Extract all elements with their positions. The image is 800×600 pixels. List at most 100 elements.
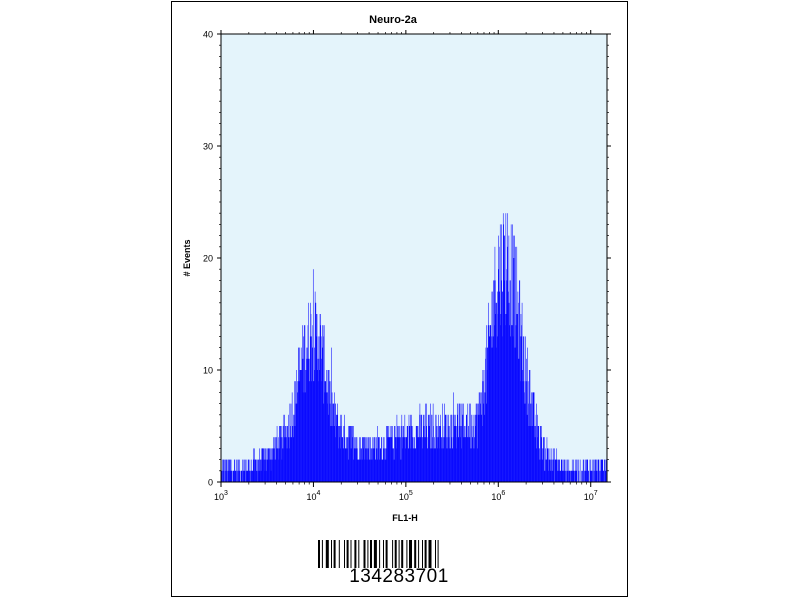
histogram-bar bbox=[351, 426, 352, 482]
histogram-bar bbox=[512, 325, 513, 482]
histogram-bar bbox=[301, 370, 302, 482]
histogram-bar bbox=[240, 470, 242, 482]
histogram-bar bbox=[342, 448, 344, 482]
histogram-bar bbox=[324, 381, 325, 482]
histogram-bar bbox=[253, 470, 255, 482]
histogram-bar bbox=[523, 381, 524, 482]
histogram-bar bbox=[306, 347, 308, 482]
histogram-bar bbox=[349, 426, 351, 482]
histogram-bar bbox=[354, 437, 355, 482]
histogram-bar bbox=[249, 459, 251, 482]
histogram-bar bbox=[473, 426, 474, 482]
histogram-bar bbox=[386, 448, 388, 482]
histogram-bar bbox=[533, 392, 535, 482]
histogram-bar bbox=[332, 403, 334, 482]
histogram-bar bbox=[568, 459, 570, 482]
histogram-bar bbox=[295, 381, 296, 482]
histogram-bar bbox=[337, 403, 338, 482]
histogram-bar bbox=[519, 280, 520, 482]
histogram-bar bbox=[265, 448, 267, 482]
histogram-bar bbox=[517, 314, 518, 482]
histogram-bar bbox=[259, 470, 260, 482]
histogram-bar bbox=[286, 426, 288, 482]
histogram-bar bbox=[422, 437, 424, 482]
histogram-bar bbox=[230, 459, 231, 482]
histogram-bar bbox=[438, 426, 440, 482]
histogram-bar bbox=[308, 358, 309, 482]
histogram-bar bbox=[322, 325, 323, 482]
histogram-bar bbox=[529, 426, 530, 482]
x-tick-label: 106 bbox=[491, 490, 505, 502]
histogram-bar bbox=[292, 426, 293, 482]
histogram-bar bbox=[283, 448, 284, 482]
histogram-bar bbox=[395, 437, 397, 482]
histogram-bar bbox=[354, 448, 355, 482]
histogram-bar bbox=[440, 414, 441, 482]
histogram-bar bbox=[443, 448, 444, 482]
histogram-bar bbox=[499, 246, 501, 482]
histogram-bar bbox=[577, 459, 579, 482]
histogram-bar bbox=[309, 358, 310, 482]
histogram-bar bbox=[268, 448, 270, 482]
histogram-bar bbox=[375, 459, 376, 482]
histogram-bar bbox=[404, 437, 405, 482]
histogram-bar bbox=[398, 426, 399, 482]
histogram-bar bbox=[561, 459, 562, 482]
histogram-bar bbox=[500, 325, 501, 482]
histogram-bar bbox=[594, 459, 596, 482]
histogram-bar bbox=[367, 437, 369, 482]
x-tick-label: 105 bbox=[399, 490, 413, 502]
histogram-bar bbox=[491, 291, 493, 482]
histogram-bar bbox=[498, 235, 499, 482]
histogram-bar bbox=[325, 392, 327, 482]
histogram-bar bbox=[547, 448, 548, 482]
histogram-bar bbox=[534, 437, 535, 482]
histogram-bar bbox=[316, 336, 317, 482]
histogram-bar bbox=[286, 437, 288, 482]
histogram-bar bbox=[455, 448, 457, 482]
histogram-bar bbox=[339, 437, 340, 482]
barcode-stripe bbox=[414, 540, 417, 568]
histogram-bar bbox=[386, 426, 388, 482]
histogram-bar bbox=[516, 246, 518, 482]
histogram-bar bbox=[553, 459, 555, 482]
histogram-bar bbox=[340, 414, 342, 482]
histogram-bar bbox=[494, 246, 496, 482]
histogram-bar bbox=[234, 459, 236, 482]
histogram-bar bbox=[539, 426, 541, 482]
histogram-bar bbox=[478, 392, 480, 482]
histogram-bar bbox=[485, 358, 486, 482]
histogram-bar bbox=[482, 381, 483, 482]
histogram-bar bbox=[591, 470, 592, 482]
histogram-bar bbox=[312, 347, 313, 482]
histogram-bar bbox=[237, 459, 239, 482]
histogram-bar bbox=[506, 314, 507, 482]
barcode-stripe bbox=[401, 540, 404, 568]
histogram-bar bbox=[424, 426, 425, 482]
histogram-bar bbox=[290, 437, 291, 482]
histogram-bar bbox=[545, 448, 546, 482]
histogram-bar bbox=[518, 358, 519, 482]
histogram-bar bbox=[564, 470, 565, 482]
histogram-bar bbox=[320, 314, 321, 482]
histogram-bar bbox=[511, 325, 512, 482]
histogram-bar bbox=[481, 392, 482, 482]
y-tick-label: 10 bbox=[203, 366, 213, 376]
histogram-bar bbox=[599, 470, 600, 482]
histogram-bar bbox=[399, 426, 400, 482]
histogram-bar bbox=[499, 291, 500, 482]
histogram-bar bbox=[470, 403, 471, 482]
histogram-bar bbox=[436, 437, 437, 482]
histogram-bar bbox=[508, 235, 510, 482]
histogram-bar bbox=[374, 437, 375, 482]
histogram-bar bbox=[389, 437, 390, 482]
histogram-bar bbox=[495, 302, 497, 482]
histogram-bar bbox=[254, 459, 256, 482]
barcode-stripe bbox=[346, 540, 349, 568]
barcode-number: 134283701 bbox=[349, 566, 449, 587]
histogram-bar bbox=[424, 437, 426, 482]
histogram-bar bbox=[450, 437, 452, 482]
histogram-bar bbox=[308, 381, 310, 482]
histogram-bar bbox=[542, 448, 543, 482]
